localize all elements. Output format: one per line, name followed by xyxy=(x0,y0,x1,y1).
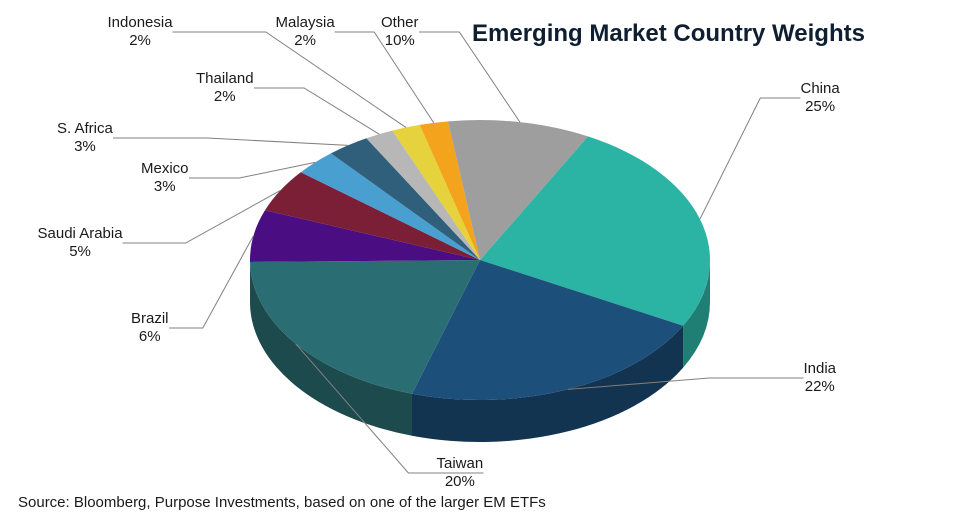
slice-label: Taiwan20% xyxy=(437,455,484,491)
leader-line xyxy=(169,236,253,328)
slice-label: Brazil6% xyxy=(131,310,169,346)
slice-label: Malaysia2% xyxy=(276,14,335,50)
slice-label: Other10% xyxy=(381,14,419,50)
leader-line xyxy=(254,88,379,134)
slice-label: Thailand2% xyxy=(196,70,254,106)
leader-line xyxy=(419,32,520,122)
leader-line xyxy=(189,162,315,178)
leader-line xyxy=(113,138,348,145)
slice-label: S. Africa3% xyxy=(57,120,113,156)
slice-label: India22% xyxy=(804,360,837,396)
slice-label: Saudi Arabia5% xyxy=(38,225,123,261)
slice-label: Mexico3% xyxy=(141,160,189,196)
pie-chart xyxy=(0,0,970,522)
slice-label: Indonesia2% xyxy=(108,14,173,50)
leader-line xyxy=(700,98,801,219)
slice-label: China25% xyxy=(801,80,840,116)
